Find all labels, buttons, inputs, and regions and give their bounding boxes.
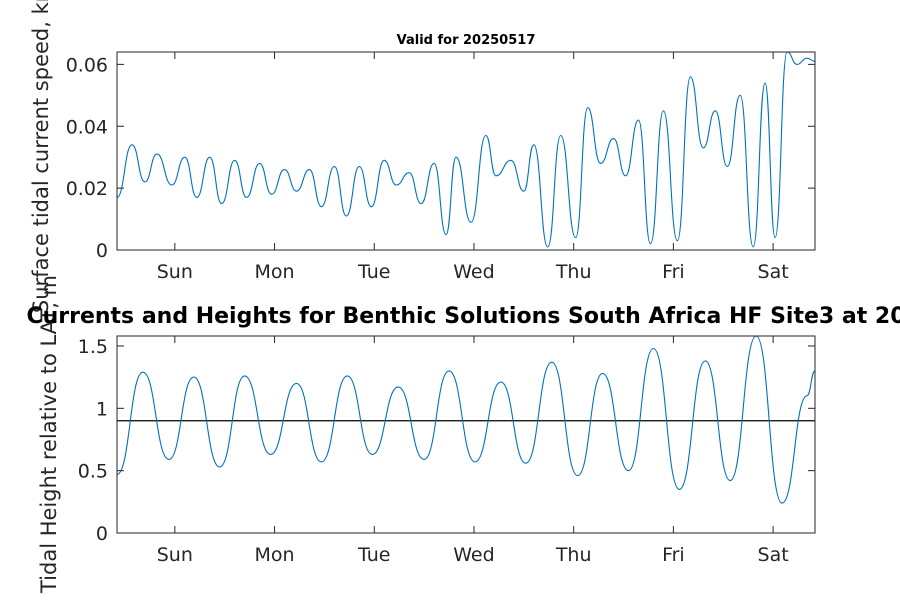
x-tick-label: Sun [157,544,193,566]
y-tick-label: 0.04 [66,116,108,138]
x-tick-label: Sun [157,261,193,283]
chart-title: Valid for 20250517 [397,33,536,48]
x-tick-label: Fri [662,261,685,283]
y-axis-label-tidal-height: Tidal Height relative to LAT, m [37,275,61,594]
x-tick-label: Tue [357,544,390,566]
y-tick-label: 1 [96,398,108,420]
axes-frame [116,335,816,534]
y-tick-label: 0 [96,240,108,262]
axes-frame [116,51,816,251]
tidal-height-plot-area [117,336,815,533]
figure-suptitle: Currents and Heights for Benthic Solutio… [26,304,900,329]
y-axis-label-current-speed: Surface tidal current speed, kn [29,0,53,313]
y-tick-label: 0 [96,523,108,545]
y-tick-label: 0.02 [66,178,108,200]
y-tick-label: 0.5 [78,461,108,483]
y-tick-label: 0.06 [66,54,108,76]
x-tick-label: Mon [255,261,295,283]
x-tick-label: Sat [758,261,789,283]
series-line-current-speed [116,51,816,248]
x-tick-label: Sat [758,544,789,566]
x-tick-label: Thu [555,544,592,566]
tidal-height-axes: 0 0.5 1 1.5 Sun Mon Tue Wed Thu Fri Sat Tidal Hei… [37,275,816,594]
x-tick-label: Wed [453,261,494,283]
y-tick-label: 1.5 [78,336,108,358]
x-tick-label: Wed [453,544,494,566]
x-tick-label: Mon [255,544,295,566]
x-tick-label: Fri [662,544,685,566]
x-tick-label: Thu [555,261,592,283]
x-tick-label: Tue [357,261,390,283]
current-speed-plot-area [117,52,815,250]
series-line-tidal-height [116,335,816,504]
current-speed-axes: 0 0.02 0.04 0.06 Sun Mon Tue Wed Thu Fri Sat Vali… [29,0,816,313]
